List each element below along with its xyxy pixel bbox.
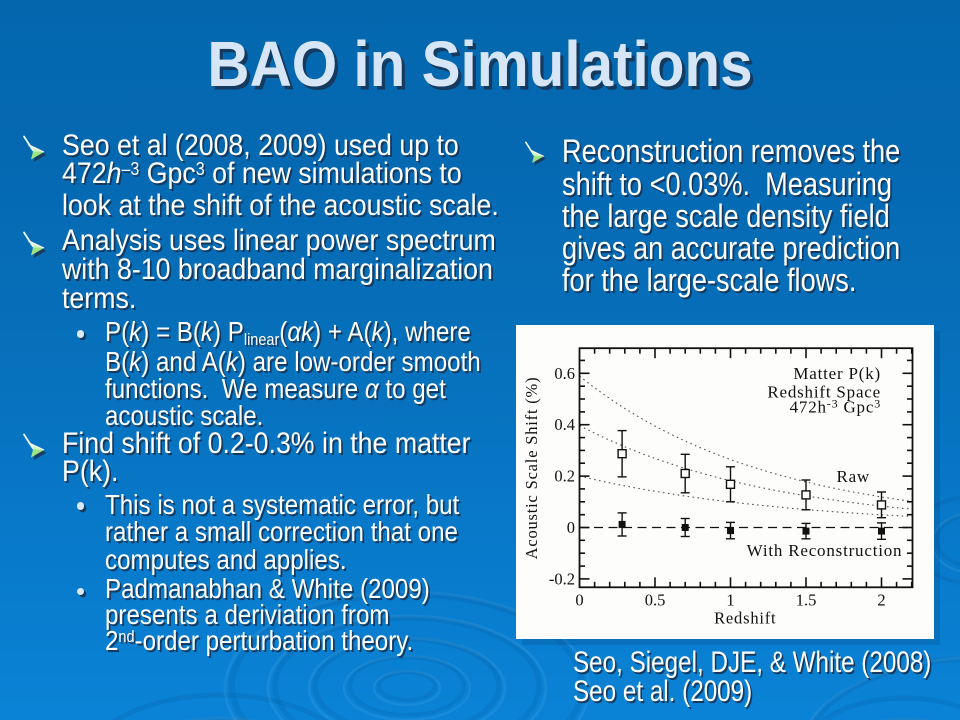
svg-text:Redshift: Redshift [714, 608, 776, 627]
svg-text:2: 2 [877, 591, 885, 610]
svg-text:0.4: 0.4 [554, 415, 575, 434]
svg-text:Redshift Space: Redshift Space [767, 383, 881, 402]
svg-text:0.5: 0.5 [645, 591, 666, 610]
svg-text:1.5: 1.5 [796, 591, 817, 610]
svg-text:Acoustic Scale Shift (%): Acoustic Scale Shift (%) [522, 377, 541, 560]
svg-text:0: 0 [567, 518, 575, 537]
svg-text:1: 1 [726, 591, 734, 610]
svg-text:0.2: 0.2 [554, 467, 575, 486]
svg-text:With Reconstruction: With Reconstruction [747, 541, 903, 560]
svg-text:Matter P(k): Matter P(k) [793, 364, 881, 383]
svg-text:472h-3 Gpc3: 472h-3 Gpc3 [790, 397, 881, 417]
svg-text:Raw: Raw [836, 467, 870, 486]
svg-text:-0.2: -0.2 [549, 569, 575, 588]
svg-text:0.6: 0.6 [554, 364, 575, 383]
svg-text:0: 0 [575, 591, 583, 610]
